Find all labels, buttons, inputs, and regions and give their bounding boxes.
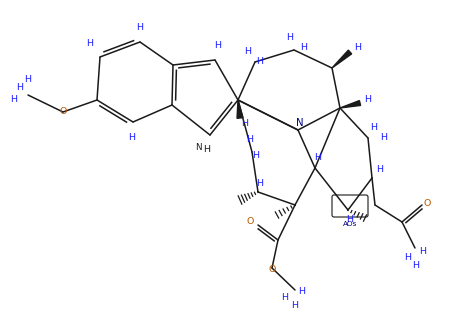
Text: H: H [286,32,293,42]
Text: H: H [376,165,383,175]
Text: H: H [244,47,251,57]
Text: H: H [299,287,306,297]
Polygon shape [340,101,361,108]
Text: H: H [253,150,259,160]
Text: O: O [424,198,431,208]
Text: H: H [24,76,31,84]
Text: O: O [59,108,66,116]
Text: H: H [10,95,17,105]
FancyBboxPatch shape [332,195,368,217]
Text: H: H [241,118,249,128]
Text: H: H [16,82,23,92]
Text: H: H [380,133,388,143]
Text: H: H [404,252,411,262]
Text: H: H [346,215,353,225]
Text: H: H [129,132,136,142]
Text: N: N [296,118,304,128]
Polygon shape [237,100,243,118]
Text: H: H [256,179,263,187]
Polygon shape [332,50,351,68]
Text: AOs: AOs [343,221,357,227]
Text: H: H [281,294,288,302]
Text: N: N [195,144,201,152]
Text: O: O [246,217,254,227]
Text: H: H [300,43,307,53]
Text: H: H [419,248,426,256]
Text: H: H [87,39,94,47]
Text: H: H [412,261,419,269]
Text: H: H [137,23,144,31]
Text: H: H [292,301,299,309]
Text: H: H [354,43,361,53]
Text: H: H [371,123,378,131]
Text: H: H [204,146,211,154]
Text: H: H [247,135,254,145]
Text: O: O [268,266,276,274]
Text: H: H [214,42,221,50]
Text: H: H [314,153,322,163]
Text: H: H [256,58,263,66]
Text: H: H [365,95,372,105]
